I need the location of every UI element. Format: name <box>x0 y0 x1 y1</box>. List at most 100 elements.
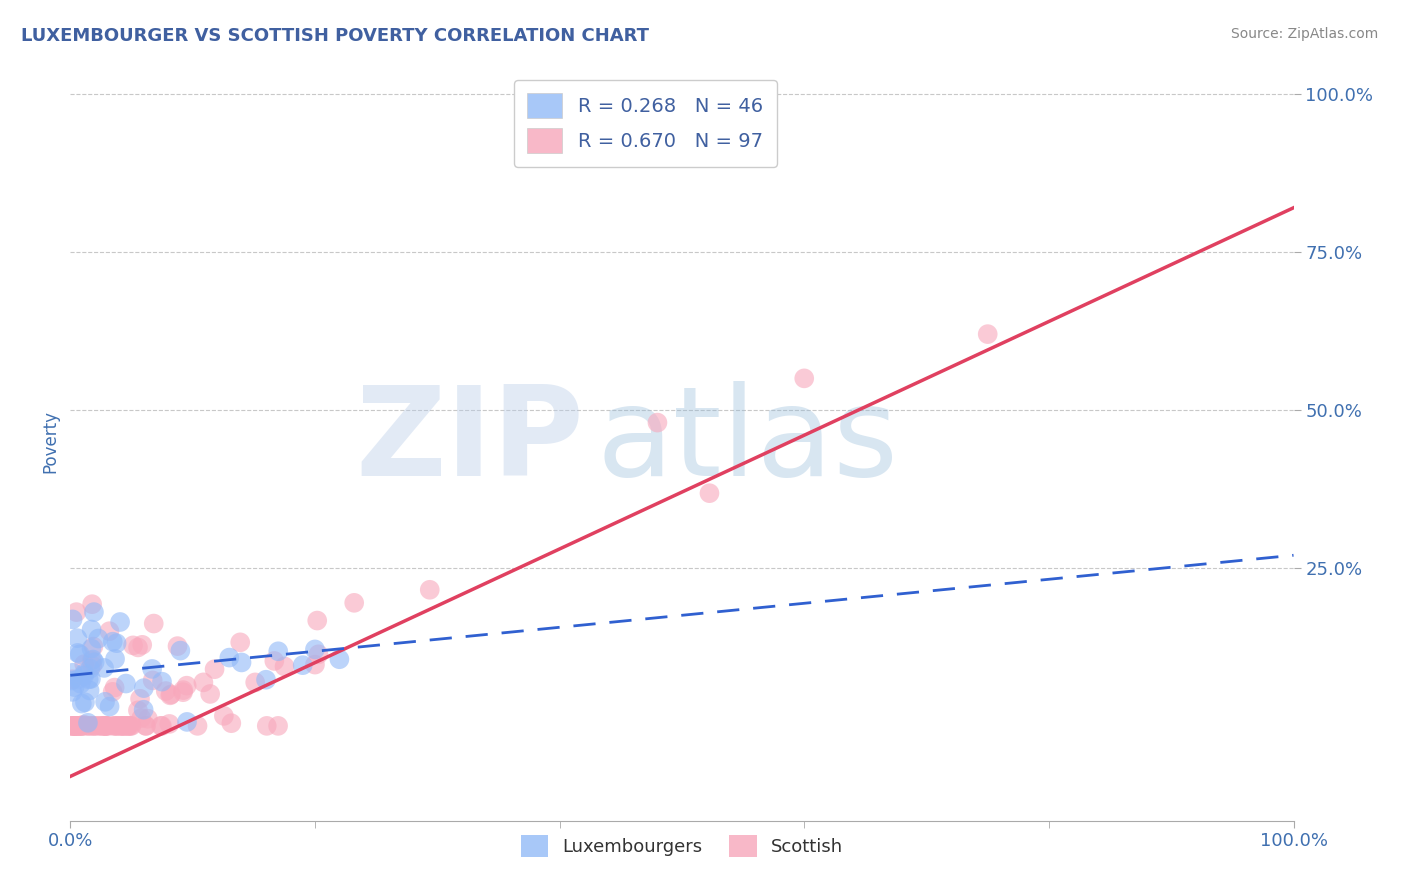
Point <box>263 654 285 668</box>
Point <box>218 650 240 665</box>
Point <box>69 648 91 662</box>
Point <box>104 652 127 666</box>
Point <box>90 719 112 733</box>
Point <box>94 719 117 733</box>
Point <box>117 719 139 733</box>
Point <box>98 699 121 714</box>
Point <box>83 605 105 619</box>
Point <box>73 695 96 709</box>
Point <box>114 719 136 733</box>
Point <box>127 640 149 655</box>
Point <box>112 719 135 733</box>
Point <box>120 719 142 733</box>
Point <box>107 719 129 733</box>
Text: LUXEMBOURGER VS SCOTTISH POVERTY CORRELATION CHART: LUXEMBOURGER VS SCOTTISH POVERTY CORRELA… <box>21 27 650 45</box>
Point <box>291 658 314 673</box>
Point <box>104 719 127 733</box>
Point <box>82 597 104 611</box>
Point <box>73 717 96 731</box>
Point <box>94 719 117 733</box>
Point <box>67 719 90 733</box>
Point <box>77 719 100 733</box>
Point <box>69 719 91 733</box>
Point <box>62 612 84 626</box>
Point <box>212 709 235 723</box>
Point <box>65 719 87 733</box>
Point <box>73 668 96 682</box>
Point <box>328 652 350 666</box>
Point <box>80 623 103 637</box>
Point <box>198 687 221 701</box>
Point <box>419 582 441 597</box>
Point <box>141 662 163 676</box>
Point <box>186 719 208 733</box>
Point <box>121 719 143 733</box>
Point <box>149 719 172 733</box>
Point <box>67 672 90 686</box>
Point <box>136 712 159 726</box>
Point <box>117 719 139 733</box>
Point <box>70 719 93 733</box>
Point <box>94 719 117 733</box>
Point <box>127 703 149 717</box>
Point <box>155 684 177 698</box>
Point <box>150 674 173 689</box>
Text: Source: ZipAtlas.com: Source: ZipAtlas.com <box>1230 27 1378 41</box>
Point <box>135 719 157 733</box>
Point <box>94 719 117 733</box>
Point <box>204 662 226 676</box>
Point <box>62 719 84 733</box>
Point <box>115 676 138 690</box>
Point <box>142 673 165 688</box>
Point <box>101 634 124 648</box>
Point <box>83 655 105 669</box>
Point <box>63 680 86 694</box>
Point <box>60 719 83 733</box>
Point <box>118 719 141 733</box>
Point <box>65 719 87 733</box>
Point <box>105 636 128 650</box>
Point <box>647 416 669 430</box>
Legend: Luxembourgers, Scottish: Luxembourgers, Scottish <box>513 828 851 864</box>
Point <box>82 719 104 733</box>
Point <box>60 685 83 699</box>
Point <box>103 719 125 733</box>
Point <box>129 711 152 725</box>
Point <box>80 672 103 686</box>
Point <box>307 648 329 662</box>
Point <box>169 643 191 657</box>
Point <box>83 719 105 733</box>
Y-axis label: Poverty: Poverty <box>41 410 59 473</box>
Point <box>157 717 180 731</box>
Point <box>69 677 91 691</box>
Point <box>159 689 181 703</box>
Point <box>267 719 290 733</box>
Point <box>142 616 165 631</box>
Point <box>93 661 115 675</box>
Point <box>66 719 89 733</box>
Point <box>166 639 188 653</box>
Point <box>176 679 198 693</box>
Text: atlas: atlas <box>596 381 898 502</box>
Point <box>108 615 131 629</box>
Point <box>70 697 93 711</box>
Point <box>110 719 132 733</box>
Point <box>82 652 104 666</box>
Point <box>132 703 155 717</box>
Point <box>229 635 252 649</box>
Point <box>87 632 110 646</box>
Point <box>104 719 127 733</box>
Point <box>135 719 157 733</box>
Point <box>66 631 89 645</box>
Text: ZIP: ZIP <box>356 381 583 502</box>
Point <box>93 719 115 733</box>
Point <box>254 673 277 687</box>
Point <box>82 658 104 673</box>
Point <box>67 719 90 733</box>
Point <box>63 719 86 733</box>
Point <box>112 719 135 733</box>
Point <box>65 605 87 619</box>
Point <box>122 639 145 653</box>
Point <box>304 642 326 657</box>
Point <box>77 673 100 687</box>
